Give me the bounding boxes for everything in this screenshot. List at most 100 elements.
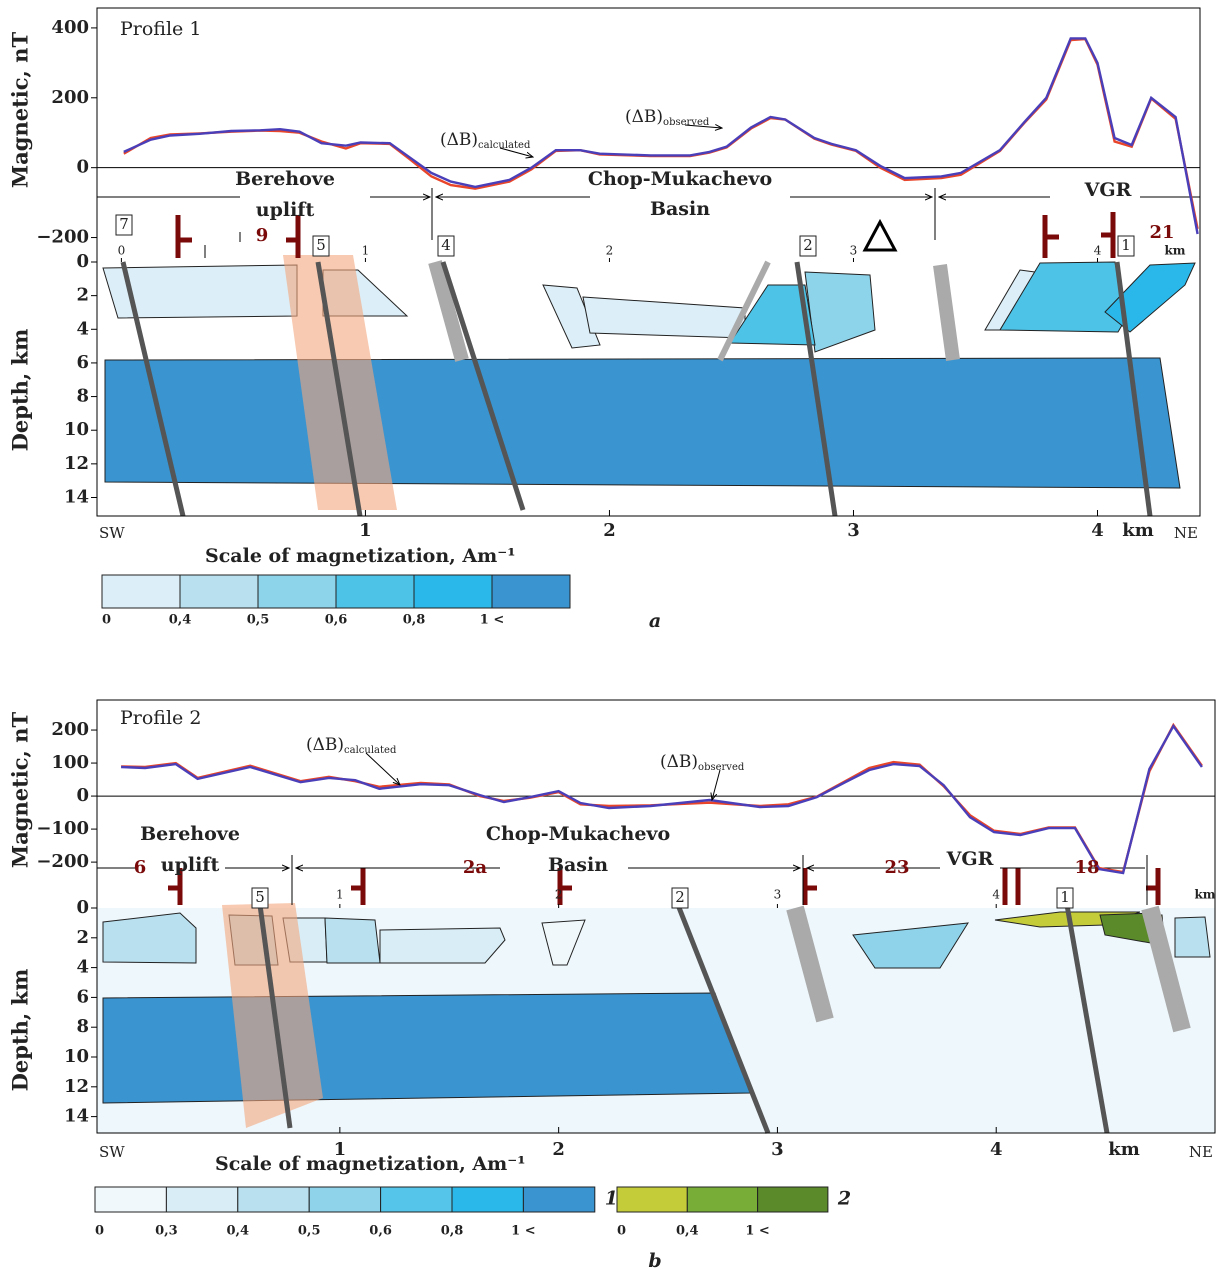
series-label: (ΔB)observed	[660, 752, 745, 773]
scale-label: 0	[102, 613, 111, 628]
unit-label: 23	[884, 857, 909, 878]
left-label: SW	[99, 1143, 125, 1161]
region-label: uplift	[256, 199, 315, 221]
scale-label: 0,4	[169, 613, 192, 628]
fault-markers-1	[175, 212, 1116, 258]
region-label: Chop-Mukachevo	[486, 823, 670, 845]
x-tick-label: 2	[552, 1139, 565, 1160]
top-x-tick-label: 0	[118, 244, 126, 258]
y-tick-label: 4	[76, 957, 89, 978]
series-label-main: (ΔB)	[306, 735, 344, 755]
scale-number: 1	[605, 1188, 618, 1210]
region-label: VGR	[1084, 179, 1132, 201]
y-tick-label: 14	[64, 486, 89, 507]
block-label: 5	[316, 236, 326, 254]
scale-title: Scale of magnetization, Am⁻¹	[205, 545, 516, 567]
scale-title: Scale of magnetization, Am⁻¹	[215, 1153, 526, 1175]
top-x-tick-label: 2	[555, 888, 563, 902]
block-label: 7	[119, 215, 129, 233]
scale-label: 0,8	[403, 613, 426, 628]
x-tick-label: 1	[334, 1139, 347, 1160]
region-label: Basin	[548, 854, 608, 876]
x-tick-label: 1	[359, 520, 372, 541]
block-box	[437, 235, 455, 257]
fault-markers-2	[168, 868, 1161, 905]
left-label: SW	[99, 524, 125, 542]
x-unit: km	[1108, 1139, 1140, 1160]
series-label: (ΔB)calculated	[306, 735, 397, 756]
scale-label: 0,4	[226, 1224, 249, 1239]
series-label-main: (ΔB)	[660, 752, 698, 772]
series-label-main: (ΔB)	[440, 130, 478, 150]
y-tick-label: 400	[51, 17, 89, 38]
unit-label: 9	[256, 225, 269, 246]
scale-swatch	[179, 574, 259, 609]
scale-swatch	[616, 1186, 688, 1213]
y-tick-label: 14	[64, 1106, 89, 1127]
chart-title: Profile 2	[120, 707, 201, 729]
scale-label: 0,5	[298, 1224, 321, 1239]
triangle-marker	[862, 218, 898, 252]
caption: b	[648, 1250, 661, 1271]
y-tick-label: 0	[76, 785, 89, 806]
block-label: 4	[441, 236, 451, 254]
y-axis-label: Magnetic, nT	[8, 32, 33, 189]
top-x-unit: km	[1194, 888, 1215, 902]
top-x-tick-label: 4	[992, 888, 1000, 902]
scale-swatch	[451, 1186, 524, 1213]
scale-swatch	[686, 1186, 759, 1213]
scale-label: 1 <	[511, 1224, 535, 1239]
region-label: Chop-Mukachevo	[588, 168, 772, 190]
right-label: NE	[1174, 524, 1198, 542]
series-pointer	[712, 769, 721, 800]
faults-1	[120, 255, 1153, 517]
top-x-tick-label: 1	[336, 888, 344, 902]
series-pointer	[365, 752, 400, 785]
y-tick-label: 2	[76, 285, 89, 306]
scale-label: 1 <	[480, 613, 504, 628]
y-tick-label: 2	[76, 927, 89, 948]
scale-swatch	[257, 574, 337, 609]
section-bodies-1	[102, 261, 1196, 489]
top-x-tick-label: 3	[850, 244, 858, 258]
y-tick-label: 6	[76, 352, 89, 373]
y-tick-label: 6	[76, 986, 89, 1007]
y-tick-label: −100	[36, 818, 89, 839]
scale-swatch	[491, 574, 571, 609]
scale-number: 2	[837, 1188, 851, 1210]
y-tick-label: 200	[51, 719, 89, 740]
series-label-sub: calculated	[344, 745, 397, 756]
block-box	[799, 235, 817, 257]
block-box	[1117, 235, 1135, 257]
y-tick-label: 4	[76, 318, 89, 339]
scale-swatch	[522, 1186, 596, 1213]
faults-2	[222, 903, 1191, 1134]
frame-2	[96, 699, 1216, 1134]
x-unit: km	[1122, 520, 1154, 541]
magnetic-curve	[121, 722, 1203, 874]
series-label-main: (ΔB)	[625, 107, 663, 127]
y-tick-label: 0	[76, 157, 89, 178]
region-label: Basin	[650, 198, 710, 220]
y-tick-label: 0	[76, 897, 89, 918]
scale-swatch	[335, 574, 415, 609]
scale-label: 0,6	[369, 1224, 392, 1239]
scale-swatch	[308, 1186, 382, 1213]
block-label: 5	[255, 888, 265, 906]
y-tick-label: −200	[36, 227, 89, 248]
top-x-unit: km	[1164, 244, 1185, 258]
scale-label: 0,5	[247, 613, 270, 628]
y-tick-label: −200	[36, 851, 89, 872]
top-x-tick-label: 2	[606, 244, 614, 258]
scale-swatch	[101, 574, 181, 609]
scale-swatch	[94, 1186, 167, 1213]
caption: a	[649, 610, 661, 632]
x-tick-label: 3	[771, 1139, 784, 1160]
block-box	[1056, 887, 1074, 909]
region-brackets-2	[97, 855, 1148, 905]
magnetic-curve	[121, 723, 1203, 875]
scale-swatch	[380, 1186, 453, 1213]
y-tick-label: 200	[51, 87, 89, 108]
unit-label: 21	[1149, 222, 1174, 243]
region-label: Berehove	[140, 823, 240, 845]
